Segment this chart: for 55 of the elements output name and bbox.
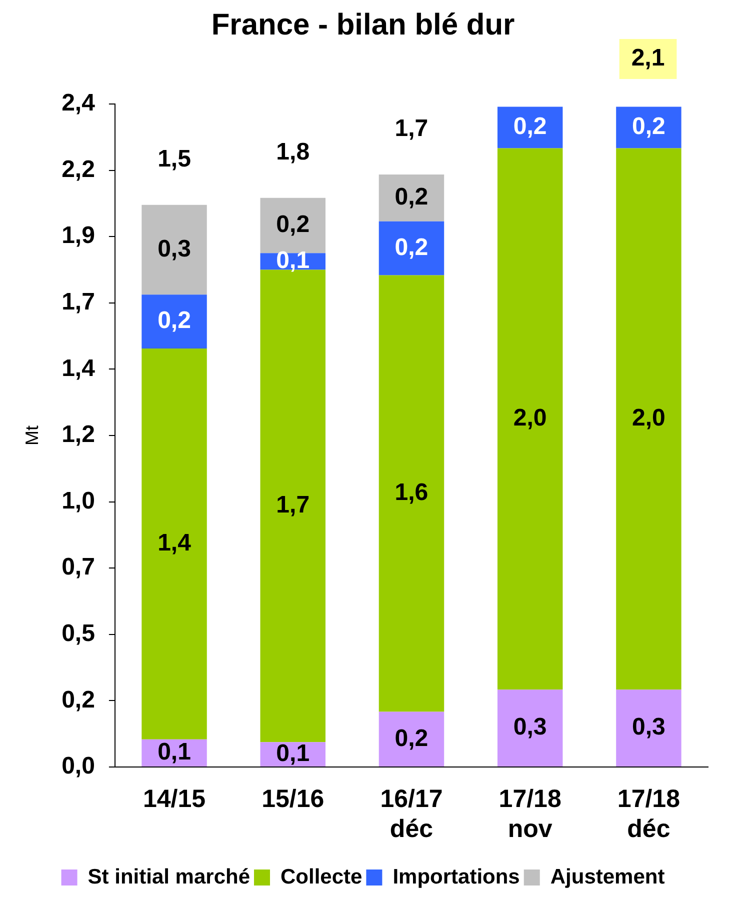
data-label: 0,2 (394, 234, 428, 261)
y-tick-label: 0,5 (62, 620, 95, 648)
bar (616, 690, 682, 766)
y-tick-label: 2,4 (62, 90, 96, 117)
y-tick-label: 2,2 (62, 156, 95, 183)
data-label: 1,4 (158, 530, 192, 557)
bar (142, 294, 207, 348)
annotation: 1,5 (158, 145, 191, 172)
bar (378, 174, 444, 222)
legend-label: St initial marché (88, 865, 250, 888)
data-label: 0,2 (513, 113, 547, 140)
bar (142, 348, 207, 740)
data-label: 0,2 (158, 307, 191, 334)
data-label: 0,3 (513, 714, 547, 741)
bar (378, 221, 444, 276)
bar (497, 690, 563, 766)
y-tick-label: 0,7 (62, 554, 95, 581)
data-label: 0,1 (276, 247, 310, 274)
x-tick-label: 17/18 déc (617, 784, 680, 843)
data-label: 0,2 (276, 211, 310, 238)
data-label: 0,3 (158, 235, 191, 262)
chart-title: France - bilan blé dur (211, 8, 516, 42)
x-tick-label: 14/15 (142, 784, 206, 813)
y-tick-label: 1,0 (62, 487, 95, 514)
text: 2,1 (631, 44, 665, 72)
data-label: 0,2 (632, 113, 666, 140)
bar (378, 275, 444, 712)
x-tick-label: 17/18 nov (498, 784, 562, 843)
bar (616, 148, 682, 690)
data-label: 0,1 (158, 738, 191, 766)
x-tick-label: 16/17 déc (380, 784, 443, 843)
legend-label: Importations (392, 865, 520, 888)
y-tick-label: 0,2 (62, 686, 95, 714)
data-label: 0,2 (394, 184, 428, 211)
y-tick-label: 1,4 (62, 354, 96, 382)
annotation: 1,7 (394, 115, 428, 142)
data-label: 2,0 (513, 404, 547, 432)
data-label: 1,6 (394, 479, 428, 506)
x-tick-label: 15/16 (262, 784, 324, 813)
y-tick-label: 0,0 (62, 752, 95, 780)
legend-label: Collecte (280, 865, 362, 888)
data-label: 2,0 (632, 404, 666, 432)
y-tick-label: 1,7 (62, 288, 95, 316)
data-label: 0,2 (394, 724, 428, 752)
legend-label: Ajustement (550, 865, 665, 888)
data-label: 0,3 (632, 714, 666, 741)
data-label: 0,1 (276, 740, 310, 767)
bar (142, 204, 207, 295)
y-tick-label: 1,2 (62, 421, 95, 448)
annotation: 1,8 (276, 138, 310, 166)
bar (378, 712, 444, 766)
bar (497, 148, 563, 690)
data-label: 1,7 (276, 492, 310, 519)
y-tick-label: 1,9 (62, 222, 95, 250)
y-axis-title: Mt (22, 426, 42, 446)
